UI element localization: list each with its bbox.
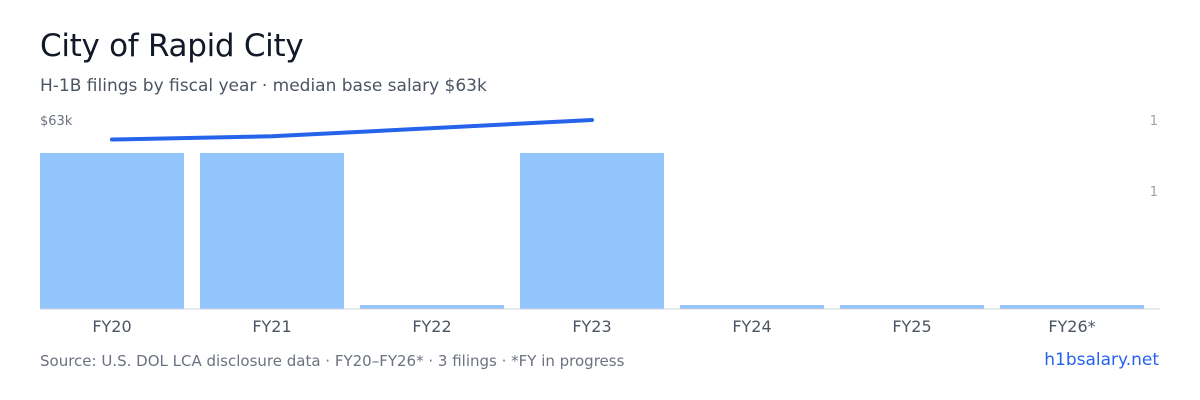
source-note: Source: U.S. DOL LCA disclosure data · F… xyxy=(40,352,625,370)
x-tick-label: FY22 xyxy=(412,317,451,336)
salary-axis-label: $63k xyxy=(40,114,73,129)
bar-fy23 xyxy=(520,153,664,309)
bar-fy21 xyxy=(200,153,344,309)
bar-fy24 xyxy=(680,305,824,309)
right-axis-tick: 1 xyxy=(1150,114,1158,129)
x-tick-label: FY24 xyxy=(732,317,771,336)
x-tick-label: FY26* xyxy=(1048,317,1095,336)
right-axis-tick: 1 xyxy=(1150,185,1158,200)
bar-fy22 xyxy=(360,305,504,309)
x-tick-label: FY23 xyxy=(572,317,611,336)
x-tick-label: FY25 xyxy=(892,317,931,336)
x-tick-label: FY20 xyxy=(92,317,131,336)
bar-fy26 xyxy=(1000,305,1144,309)
chart-title: City of Rapid City xyxy=(40,28,304,64)
x-tick-label: FY21 xyxy=(252,317,291,336)
bar-fy25 xyxy=(840,305,984,309)
brand-link[interactable]: h1bsalary.net xyxy=(1044,350,1159,370)
bar-fy20 xyxy=(40,153,184,309)
salary-line xyxy=(110,118,594,142)
chart-subtitle: H-1B filings by fiscal year · median bas… xyxy=(40,76,487,96)
